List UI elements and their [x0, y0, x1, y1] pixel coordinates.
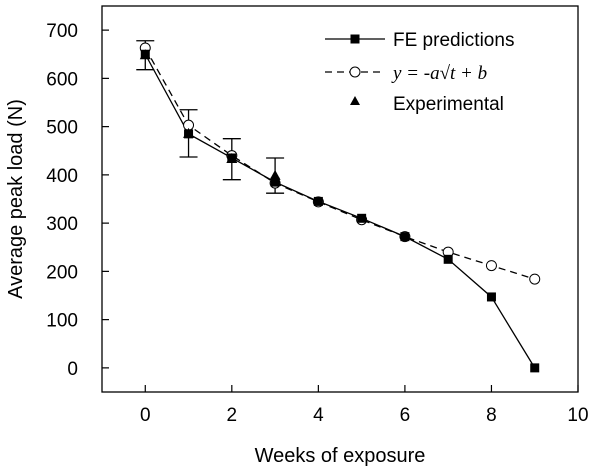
exp-point	[226, 152, 238, 163]
fit-point	[529, 273, 541, 285]
legend-fe-label: FE predictions	[393, 30, 514, 51]
fe-point	[357, 213, 367, 223]
fe-point	[400, 232, 410, 242]
x-tick-label: 4	[313, 405, 324, 426]
fe-point	[270, 177, 280, 187]
y-tick-label: 600	[46, 69, 78, 90]
fe-point	[313, 196, 323, 206]
series-layer	[136, 40, 541, 373]
fe-series-line	[144, 53, 536, 369]
fit-series-line	[144, 47, 535, 280]
x-tick-label: 2	[227, 405, 238, 426]
x-axis-title: Weeks of exposure	[255, 445, 426, 467]
y-tick-label: 400	[46, 166, 78, 187]
exp-point	[183, 127, 195, 138]
legend-fit-marker	[349, 66, 361, 78]
legend-fe-marker	[350, 34, 360, 44]
y-tick-label: 100	[46, 311, 78, 332]
legend-exp-marker	[350, 96, 360, 105]
x-tick-label: 6	[400, 405, 411, 426]
x-tick-label: 8	[486, 405, 497, 426]
plot-frame	[101, 5, 579, 393]
y-tick-label: 500	[46, 118, 78, 139]
legend: FE predictions y = -a√t + b Experimental	[325, 30, 514, 115]
y-tick-label: 300	[46, 214, 78, 235]
fe-point	[443, 254, 453, 264]
y-axis-title: Average peak load (N)	[5, 99, 27, 299]
y-tick-label: 0	[67, 359, 78, 380]
y-tick-label: 200	[46, 262, 78, 283]
fit-point	[485, 260, 497, 272]
x-tick-label: 0	[140, 405, 151, 426]
x-tick-label: 10	[567, 405, 588, 426]
legend-fit-label: y = -a√t + b	[391, 63, 487, 84]
exp-point	[139, 49, 151, 60]
exp-point	[269, 169, 281, 180]
legend-exp-label: Experimental	[393, 94, 504, 115]
fe-point	[530, 363, 540, 373]
fe-point	[486, 292, 496, 302]
y-tick-label: 700	[46, 21, 78, 42]
